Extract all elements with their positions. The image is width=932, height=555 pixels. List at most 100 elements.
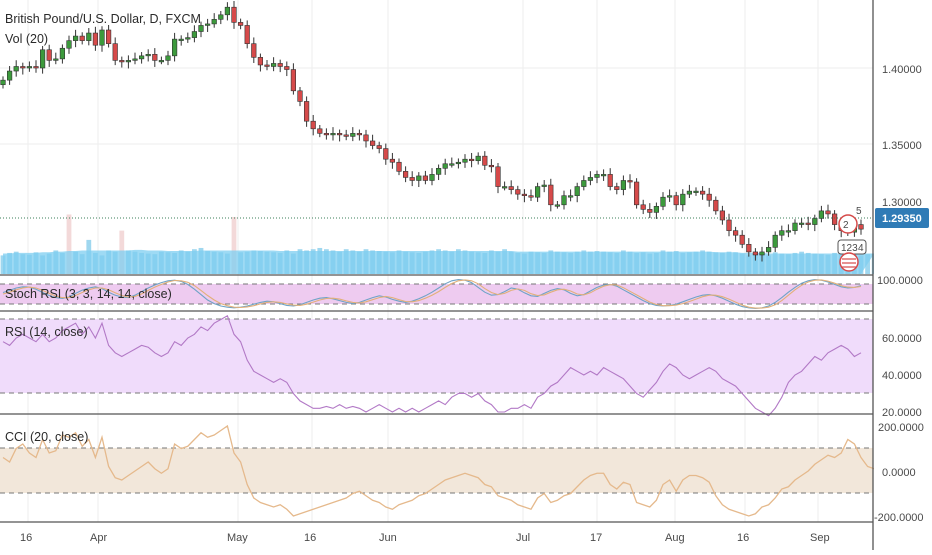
candle-up (792, 222, 798, 231)
event-badges[interactable]: 2 5 123 4 (837, 206, 867, 272)
badge-count-2: 2 (843, 220, 849, 231)
candle-up (686, 190, 692, 195)
candle-up (442, 163, 448, 169)
candle-up (785, 230, 791, 233)
candle-down (528, 195, 534, 198)
candle-up (211, 19, 217, 25)
candle-down (343, 134, 349, 137)
candle-up (86, 32, 92, 41)
volume-ma-area (3, 249, 875, 274)
time-axis[interactable]: 16 Apr May 16 Jun Jul 17 Aug 16 Sep (20, 532, 830, 544)
volume-bar (865, 254, 870, 274)
candle-down (482, 155, 488, 166)
candle-up (139, 55, 145, 60)
price-tick-2: 1.35000 (882, 140, 922, 152)
candle-down (719, 210, 725, 221)
stoch-k-line (2, 279, 862, 309)
candle-down (858, 224, 864, 230)
rsi-tick-40: 40.0000 (882, 370, 922, 382)
candle-down (317, 128, 323, 134)
candle-up (818, 210, 824, 219)
candle-down (323, 133, 330, 136)
candle-down (488, 164, 495, 168)
us-flag-badge[interactable] (839, 252, 859, 272)
candle-up (26, 66, 33, 69)
candle-down (673, 195, 679, 206)
candle-up (455, 161, 462, 165)
candle-up (772, 234, 778, 248)
candle-down (607, 174, 613, 187)
candle-up (205, 23, 211, 26)
candle-up (594, 174, 600, 178)
candle-down (284, 66, 290, 70)
candle-down (752, 251, 758, 256)
band-borders (0, 283, 873, 494)
candle-up (653, 206, 659, 213)
price-axis[interactable] (874, 0, 932, 550)
candle-up (99, 29, 105, 46)
price-tick-1: 1.40000 (882, 64, 922, 76)
candle-up (666, 195, 673, 198)
cci-title: CCI (20, close) (5, 430, 88, 444)
price-tick-3: 1.30000 (882, 197, 922, 209)
candle-up (449, 163, 455, 166)
time-label-16-mar: 16 (20, 532, 32, 544)
rsi-line (2, 315, 862, 417)
candle-up (270, 63, 277, 67)
candle-up (178, 38, 184, 41)
current-price-label: 1.29350 (882, 213, 922, 225)
current-price-tag (875, 208, 929, 228)
candle-down (739, 234, 745, 245)
candle-up (0, 79, 6, 86)
candle-down (369, 140, 376, 146)
candle-up (165, 55, 171, 61)
candle-down (396, 161, 402, 172)
candle-down (726, 219, 732, 231)
candle-up (416, 175, 422, 181)
candle-down (614, 186, 620, 190)
candle-down (310, 120, 316, 130)
candle-up (53, 58, 59, 61)
candle-down (112, 43, 118, 61)
candle-down (264, 64, 270, 67)
candle-down (383, 148, 389, 160)
candle-up (534, 186, 541, 198)
candle-up (587, 177, 593, 181)
candle-up (554, 204, 560, 207)
candle-down (303, 101, 310, 122)
candle-down (706, 193, 712, 201)
time-label-aug: Aug (665, 532, 685, 544)
stoch-tick: 100.0000 (877, 275, 923, 287)
candle-up (66, 40, 72, 49)
candle-up (224, 6, 231, 16)
time-label-sep: Sep (810, 532, 830, 544)
candle-down (633, 181, 640, 206)
candle-down (152, 54, 158, 61)
candle-down (805, 222, 811, 225)
candle-up (185, 37, 191, 40)
candle-down (79, 35, 85, 41)
volume-bar (66, 214, 72, 274)
candle-down (92, 32, 98, 46)
candle-down (20, 66, 26, 69)
candle-up (132, 58, 138, 61)
candle-up (501, 186, 508, 189)
stoch-band (0, 284, 873, 304)
candle-down (732, 230, 739, 236)
candle-up (59, 47, 65, 60)
candle-up (7, 70, 13, 81)
candle-down (409, 177, 415, 181)
candle-down (244, 25, 250, 44)
candle-up (198, 25, 204, 32)
candle-up (779, 230, 785, 236)
badge-count-123: 123 (841, 243, 858, 254)
rsi-tick-20: 20.0000 (882, 407, 922, 419)
candle-down (831, 213, 838, 225)
cci-tick-0: 0.0000 (882, 467, 916, 479)
badge-count-4: 4 (858, 243, 864, 254)
time-label-16-may: 16 (304, 532, 316, 544)
candle-down (297, 90, 303, 102)
uk-flag-badge[interactable] (838, 214, 858, 234)
